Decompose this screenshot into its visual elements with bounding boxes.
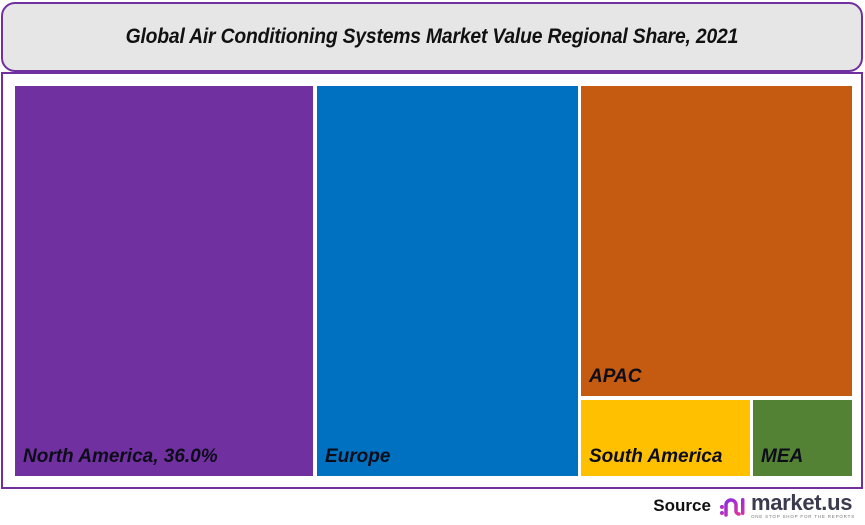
- source-label: Source: [653, 496, 711, 515]
- chart-title: Global Air Conditioning Systems Market V…: [125, 25, 739, 48]
- chart-title-box: Global Air Conditioning Systems Market V…: [1, 2, 863, 72]
- market-us-logo[interactable]: market.us ONE STOP SHOP FOR THE REPORTS: [719, 492, 855, 520]
- cell-label-apac: APAC: [589, 366, 642, 387]
- cell-label-south-america: South America: [589, 446, 723, 467]
- source-attribution: Source market.us ONE STOP SHOP FOR THE R…: [653, 490, 855, 522]
- cell-label-europe: Europe: [325, 446, 391, 467]
- treemap-cell-mea: MEA: [753, 400, 852, 476]
- treemap-cell-south-america: South America: [581, 400, 750, 476]
- logo-tagline: ONE STOP SHOP FOR THE REPORTS: [750, 514, 855, 520]
- treemap-cell-apac: APAC: [581, 86, 852, 396]
- treemap-cell-europe: Europe: [317, 86, 578, 476]
- market-us-logo-icon: [719, 498, 745, 517]
- treemap-frame: North America, 36.0% Europe APAC South A…: [1, 72, 863, 489]
- logo-brand-text: market.us: [750, 490, 853, 516]
- cell-label-mea: MEA: [761, 446, 804, 467]
- cell-label-north-america: North America, 36.0%: [23, 446, 218, 467]
- treemap-cell-north-america: North America, 36.0%: [15, 86, 313, 476]
